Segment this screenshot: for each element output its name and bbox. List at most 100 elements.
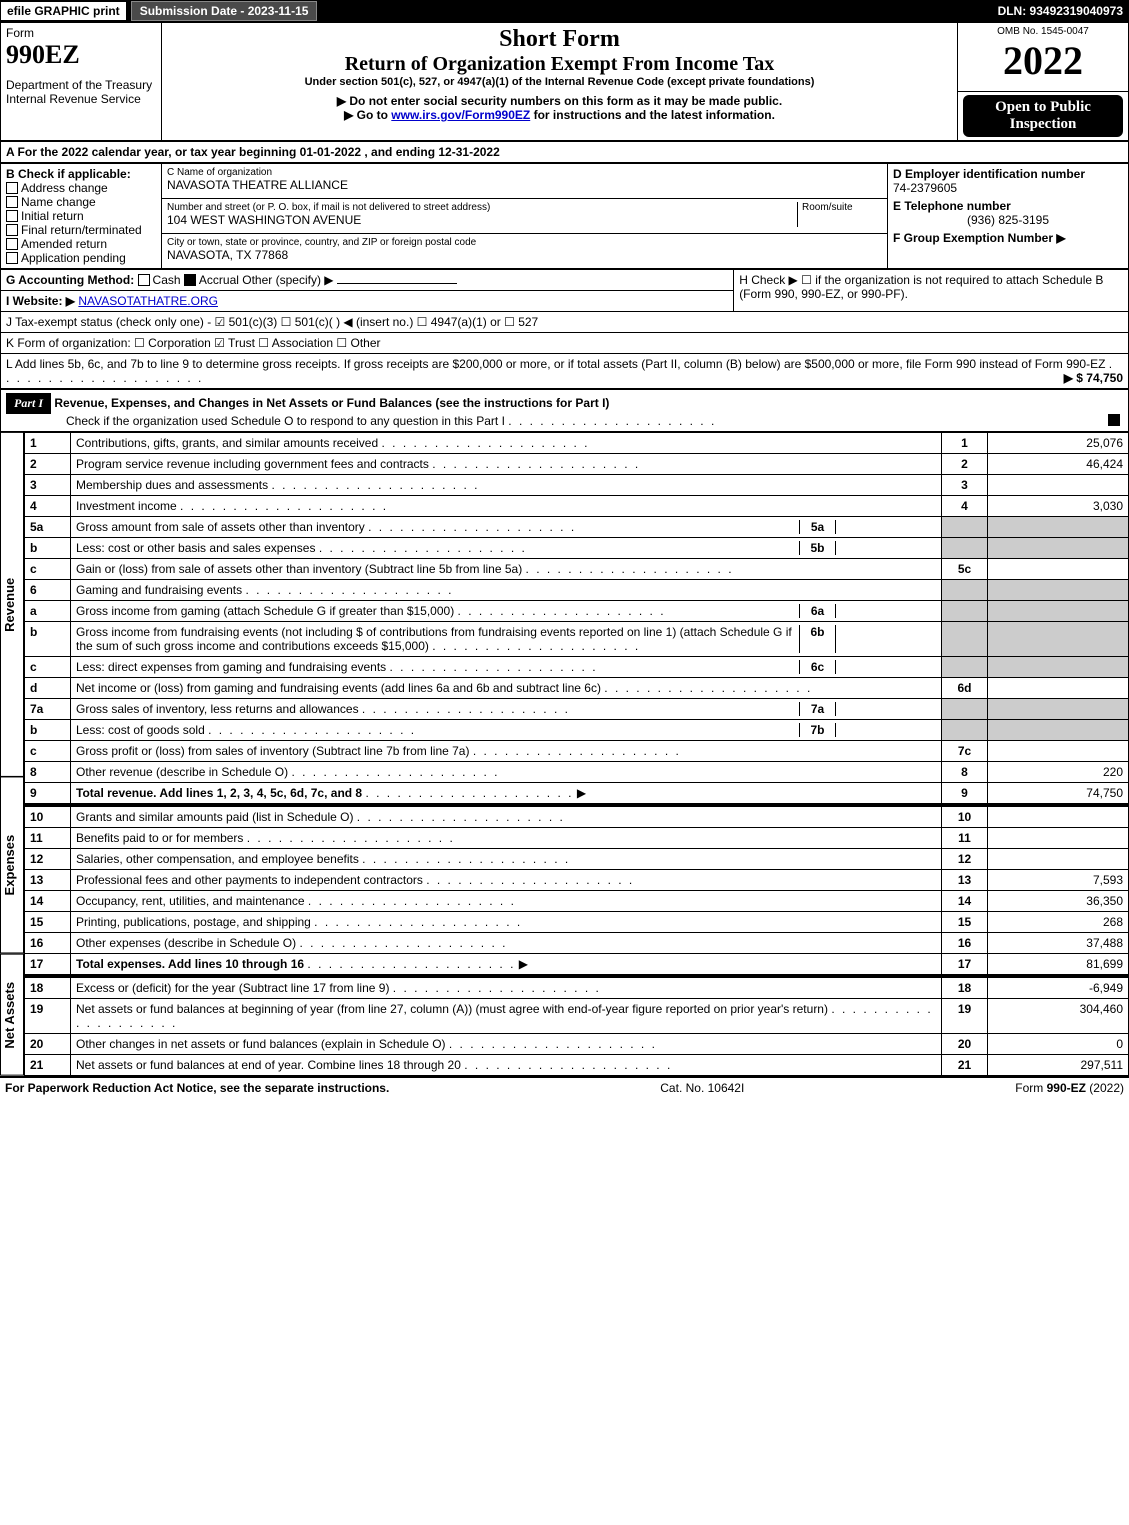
line-desc: Gross sales of inventory, less returns a… bbox=[71, 698, 942, 719]
section-b-label: B Check if applicable: bbox=[6, 167, 156, 181]
line-row: 3Membership dues and assessments 3 bbox=[25, 474, 1129, 495]
line-amount bbox=[988, 805, 1129, 827]
line-ref: 17 bbox=[942, 953, 988, 974]
line-row: 5aGross amount from sale of assets other… bbox=[25, 516, 1129, 537]
line-number: d bbox=[25, 677, 71, 698]
line-desc: Gross income from gaming (attach Schedul… bbox=[71, 600, 942, 621]
section-f-label: F Group Exemption Number ▶ bbox=[893, 231, 1123, 245]
line-number: 5a bbox=[25, 516, 71, 537]
telephone-value: (936) 825-3195 bbox=[893, 213, 1123, 227]
irs-link[interactable]: www.irs.gov/Form990EZ bbox=[391, 108, 530, 122]
line-amount: 0 bbox=[988, 1033, 1129, 1054]
line-desc: Membership dues and assessments bbox=[71, 474, 942, 495]
line-row: 7aGross sales of inventory, less returns… bbox=[25, 698, 1129, 719]
line-number: 19 bbox=[25, 998, 71, 1033]
open-to-public: Open to Public Inspection bbox=[963, 95, 1123, 137]
revenue-side-label: Revenue bbox=[0, 432, 24, 777]
line-ref: 21 bbox=[942, 1054, 988, 1075]
line-row: bGross income from fundraising events (n… bbox=[25, 621, 1129, 656]
line-row: 10Grants and similar amounts paid (list … bbox=[25, 805, 1129, 827]
accounting-cash[interactable]: Cash bbox=[138, 273, 181, 287]
section-a-tax-year: A For the 2022 calendar year, or tax yea… bbox=[0, 141, 1129, 163]
line-ref: 14 bbox=[942, 890, 988, 911]
tax-year: 2022 bbox=[963, 37, 1123, 84]
line-desc: Grants and similar amounts paid (list in… bbox=[71, 805, 942, 827]
line-amount: 7,593 bbox=[988, 869, 1129, 890]
org-name: NAVASOTA THEATRE ALLIANCE bbox=[167, 178, 882, 192]
line-amount bbox=[988, 740, 1129, 761]
check-final-return[interactable]: Final return/terminated bbox=[6, 223, 156, 237]
line-desc: Less: cost or other basis and sales expe… bbox=[71, 537, 942, 558]
line-number: 21 bbox=[25, 1054, 71, 1075]
line-amount: 37,488 bbox=[988, 932, 1129, 953]
line-amount: 220 bbox=[988, 761, 1129, 782]
line-ref: 1 bbox=[942, 432, 988, 453]
line-row: 18Excess or (deficit) for the year (Subt… bbox=[25, 976, 1129, 998]
line-desc: Printing, publications, postage, and shi… bbox=[71, 911, 942, 932]
line-desc: Gross amount from sale of assets other t… bbox=[71, 516, 942, 537]
line-number: 16 bbox=[25, 932, 71, 953]
line-amount bbox=[988, 848, 1129, 869]
line-desc: Investment income bbox=[71, 495, 942, 516]
footer-center: Cat. No. 10642I bbox=[660, 1081, 744, 1095]
line-amount: -6,949 bbox=[988, 976, 1129, 998]
check-application-pending[interactable]: Application pending bbox=[6, 251, 156, 265]
form-header: Form 990EZ Department of the Treasury In… bbox=[0, 22, 1129, 141]
line-number: c bbox=[25, 558, 71, 579]
line-row: 6Gaming and fundraising events bbox=[25, 579, 1129, 600]
line-number: 18 bbox=[25, 976, 71, 998]
check-initial-return[interactable]: Initial return bbox=[6, 209, 156, 223]
line-number: 3 bbox=[25, 474, 71, 495]
part1-label: Part I bbox=[6, 393, 51, 414]
check-address-change[interactable]: Address change bbox=[6, 181, 156, 195]
line-ref: 4 bbox=[942, 495, 988, 516]
top-bar: efile GRAPHIC print Submission Date - 20… bbox=[0, 0, 1129, 22]
accounting-accrual[interactable]: Accrual bbox=[184, 273, 239, 287]
line-row: 19Net assets or fund balances at beginni… bbox=[25, 998, 1129, 1033]
city-label: City or town, state or province, country… bbox=[167, 237, 882, 248]
line-number: 10 bbox=[25, 805, 71, 827]
section-e-label: E Telephone number bbox=[893, 199, 1123, 213]
line-row: 14Occupancy, rent, utilities, and mainte… bbox=[25, 890, 1129, 911]
website-link[interactable]: NAVASOTATHATRE.ORG bbox=[78, 294, 218, 308]
line-row: 15Printing, publications, postage, and s… bbox=[25, 911, 1129, 932]
line-ref: 2 bbox=[942, 453, 988, 474]
netasset-table: 18Excess or (deficit) for the year (Subt… bbox=[24, 975, 1129, 1076]
page-footer: For Paperwork Reduction Act Notice, see … bbox=[0, 1076, 1129, 1098]
check-amended-return[interactable]: Amended return bbox=[6, 237, 156, 251]
line-amount: 25,076 bbox=[988, 432, 1129, 453]
line-row: 21Net assets or fund balances at end of … bbox=[25, 1054, 1129, 1075]
line-amount: 46,424 bbox=[988, 453, 1129, 474]
line-row: 9Total revenue. Add lines 1, 2, 3, 4, 5c… bbox=[25, 782, 1129, 803]
line-ref: 10 bbox=[942, 805, 988, 827]
form-word: Form bbox=[6, 26, 156, 40]
line-desc: Other changes in net assets or fund bala… bbox=[71, 1033, 942, 1054]
room-label: Room/suite bbox=[802, 202, 882, 213]
line-ref bbox=[942, 719, 988, 740]
footer-left: For Paperwork Reduction Act Notice, see … bbox=[5, 1081, 389, 1095]
line-number: b bbox=[25, 537, 71, 558]
line-desc: Salaries, other compensation, and employ… bbox=[71, 848, 942, 869]
line-desc: Gaming and fundraising events bbox=[71, 579, 942, 600]
city-value: NAVASOTA, TX 77868 bbox=[167, 248, 882, 262]
line-desc: Less: direct expenses from gaming and fu… bbox=[71, 656, 942, 677]
line-ref bbox=[942, 698, 988, 719]
check-name-change[interactable]: Name change bbox=[6, 195, 156, 209]
line-ref bbox=[942, 656, 988, 677]
line-desc: Gross profit or (loss) from sales of inv… bbox=[71, 740, 942, 761]
accounting-other-input[interactable] bbox=[337, 283, 457, 284]
section-k: K Form of organization: ☐ Corporation ☑ … bbox=[1, 332, 1129, 353]
line-row: 20Other changes in net assets or fund ba… bbox=[25, 1033, 1129, 1054]
under-section: Under section 501(c), 527, or 4947(a)(1)… bbox=[167, 76, 952, 88]
street-value: 104 WEST WASHINGTON AVENUE bbox=[167, 213, 797, 227]
efile-print-button[interactable]: efile GRAPHIC print bbox=[0, 1, 127, 21]
street-label: Number and street (or P. O. box, if mail… bbox=[167, 202, 797, 213]
line-desc: Gain or (loss) from sale of assets other… bbox=[71, 558, 942, 579]
accounting-other[interactable]: Other (specify) ▶ bbox=[242, 273, 333, 287]
line-amount bbox=[988, 516, 1129, 537]
line-number: 7a bbox=[25, 698, 71, 719]
dln-number: DLN: 93492319040973 bbox=[998, 4, 1129, 18]
line-amount: 304,460 bbox=[988, 998, 1129, 1033]
line-ref bbox=[942, 621, 988, 656]
part1-schedule-o-check[interactable] bbox=[1108, 414, 1120, 426]
